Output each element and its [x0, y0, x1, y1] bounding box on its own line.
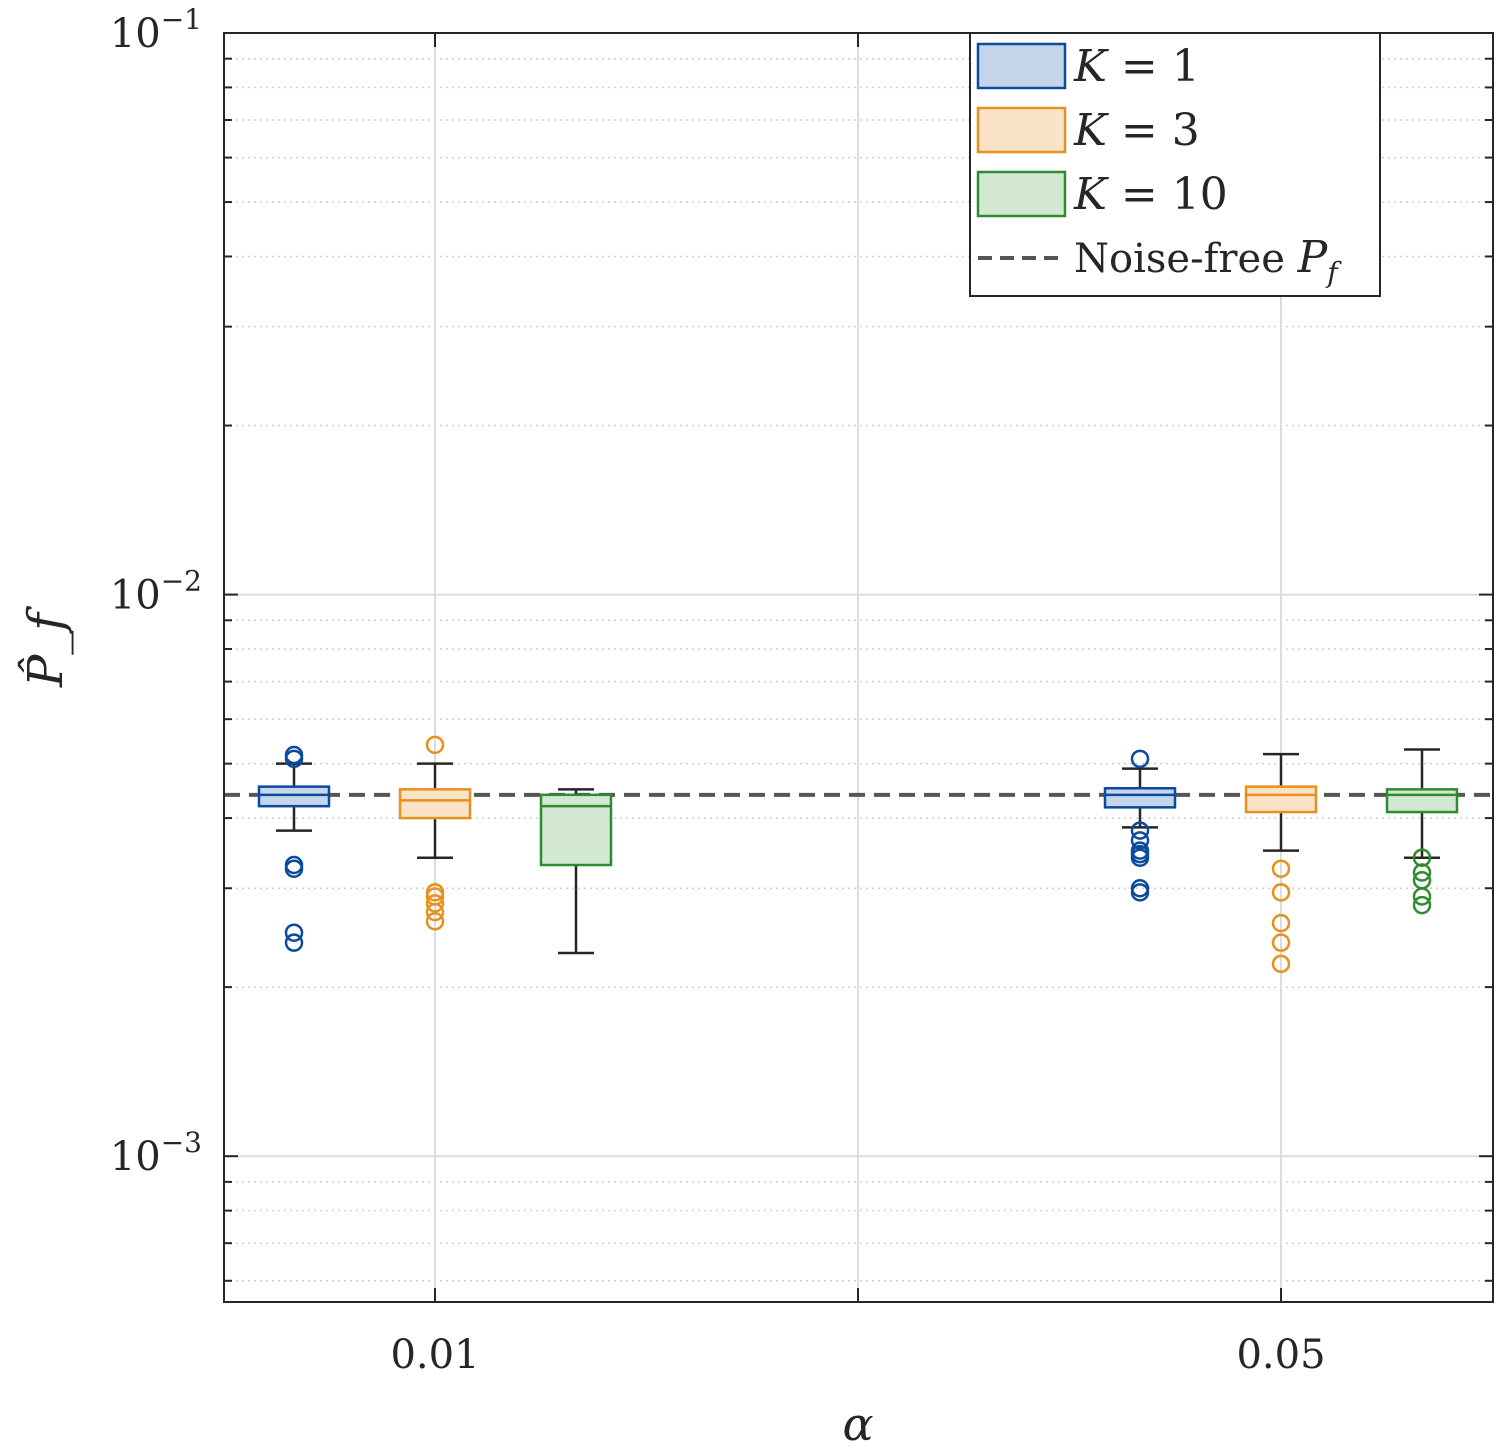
- y-tick-label: 10−3: [110, 1126, 202, 1180]
- outlier-point: [1130, 821, 1150, 840]
- legend-label: K = 10: [1073, 169, 1228, 220]
- outlier-point: [425, 912, 445, 931]
- outlier-point: [1130, 749, 1150, 769]
- box-layer: [257, 735, 1459, 974]
- legend: K = 1 K = 3 K = 10 Noise-free Pf: [969, 32, 1381, 297]
- box-K-10-alpha-0.05: [1385, 748, 1459, 915]
- box-iqr: [1385, 788, 1459, 814]
- x-tick-label: 0.01: [390, 1332, 479, 1378]
- outlier-point: [1412, 895, 1432, 915]
- outlier-point: [1412, 887, 1432, 906]
- y-tick-label: 10−2: [110, 565, 202, 619]
- outlier-point: [284, 933, 304, 952]
- legend-label-reference: Noise-free Pf: [1074, 232, 1342, 289]
- outlier-point: [1271, 859, 1291, 878]
- outlier-point: [284, 859, 304, 878]
- legend-entry: K = 10: [976, 169, 1228, 220]
- legend-entry-reference: Noise-free Pf: [978, 232, 1342, 289]
- legend-entry: K = 3: [976, 105, 1200, 156]
- y-axis-title-text: P̂_f: [16, 606, 74, 688]
- x-tick-label: 0.05: [1236, 1332, 1325, 1378]
- y-tick-label: 10−1: [110, 3, 202, 57]
- legend-label: K = 1: [1073, 41, 1200, 92]
- outlier-point: [425, 735, 445, 755]
- outlier-point: [284, 745, 304, 765]
- outlier-point: [1130, 831, 1150, 850]
- legend-entry: K = 1: [976, 41, 1200, 92]
- legend-swatch: [976, 42, 1067, 90]
- box-K-3-alpha-0.01: [398, 735, 472, 931]
- x-axis-title: α: [842, 1397, 873, 1451]
- outlier-point: [1271, 913, 1291, 933]
- box-iqr: [257, 785, 331, 808]
- outlier-point: [1271, 954, 1291, 974]
- box-K-10-alpha-0.01: [539, 788, 613, 955]
- outlier-point: [284, 923, 304, 942]
- legend-swatch: [976, 106, 1067, 154]
- box-iqr: [398, 788, 472, 820]
- y-axis-title: P̂_f: [16, 606, 74, 688]
- box-K-1-alpha-0.01: [257, 745, 331, 952]
- outlier-point: [425, 902, 445, 922]
- box-iqr: [1103, 787, 1177, 809]
- outlier-point: [1130, 883, 1150, 902]
- box-K-3-alpha-0.05: [1244, 752, 1318, 974]
- outlier-point: [1271, 933, 1291, 952]
- legend-swatch: [976, 170, 1067, 218]
- box-iqr: [1244, 785, 1318, 814]
- legend-label: K = 3: [1073, 105, 1200, 156]
- tick-layer: 10−3 10−2 10−1 0.01 0.05: [110, 3, 1493, 1378]
- box-K-1-alpha-0.05: [1103, 749, 1177, 902]
- outlier-point: [1271, 883, 1291, 902]
- outlier-point: [425, 894, 445, 913]
- outlier-point: [1412, 863, 1432, 882]
- outlier-point: [284, 855, 304, 875]
- outlier-point: [1130, 848, 1150, 867]
